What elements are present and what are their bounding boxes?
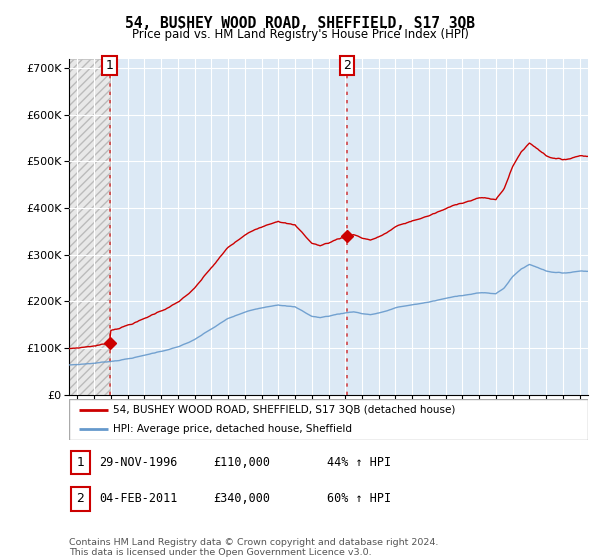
Text: Price paid vs. HM Land Registry's House Price Index (HPI): Price paid vs. HM Land Registry's House … xyxy=(131,28,469,41)
Text: 54, BUSHEY WOOD ROAD, SHEFFIELD, S17 3QB: 54, BUSHEY WOOD ROAD, SHEFFIELD, S17 3QB xyxy=(125,16,475,31)
Text: £340,000: £340,000 xyxy=(213,492,270,506)
FancyBboxPatch shape xyxy=(69,399,588,440)
Text: 1: 1 xyxy=(76,456,85,469)
Bar xyxy=(69,59,110,395)
Text: 29-NOV-1996: 29-NOV-1996 xyxy=(99,456,178,469)
Text: 2: 2 xyxy=(343,59,350,72)
Text: £110,000: £110,000 xyxy=(213,456,270,469)
FancyBboxPatch shape xyxy=(71,487,90,511)
Bar xyxy=(69,59,110,395)
Text: 2: 2 xyxy=(76,492,85,506)
Text: 60% ↑ HPI: 60% ↑ HPI xyxy=(327,492,391,506)
Text: HPI: Average price, detached house, Sheffield: HPI: Average price, detached house, Shef… xyxy=(113,423,352,433)
Text: Contains HM Land Registry data © Crown copyright and database right 2024.
This d: Contains HM Land Registry data © Crown c… xyxy=(69,538,439,557)
Text: 44% ↑ HPI: 44% ↑ HPI xyxy=(327,456,391,469)
FancyBboxPatch shape xyxy=(71,451,90,474)
Text: 54, BUSHEY WOOD ROAD, SHEFFIELD, S17 3QB (detached house): 54, BUSHEY WOOD ROAD, SHEFFIELD, S17 3QB… xyxy=(113,405,455,415)
Text: 04-FEB-2011: 04-FEB-2011 xyxy=(99,492,178,506)
Text: 1: 1 xyxy=(106,59,113,72)
